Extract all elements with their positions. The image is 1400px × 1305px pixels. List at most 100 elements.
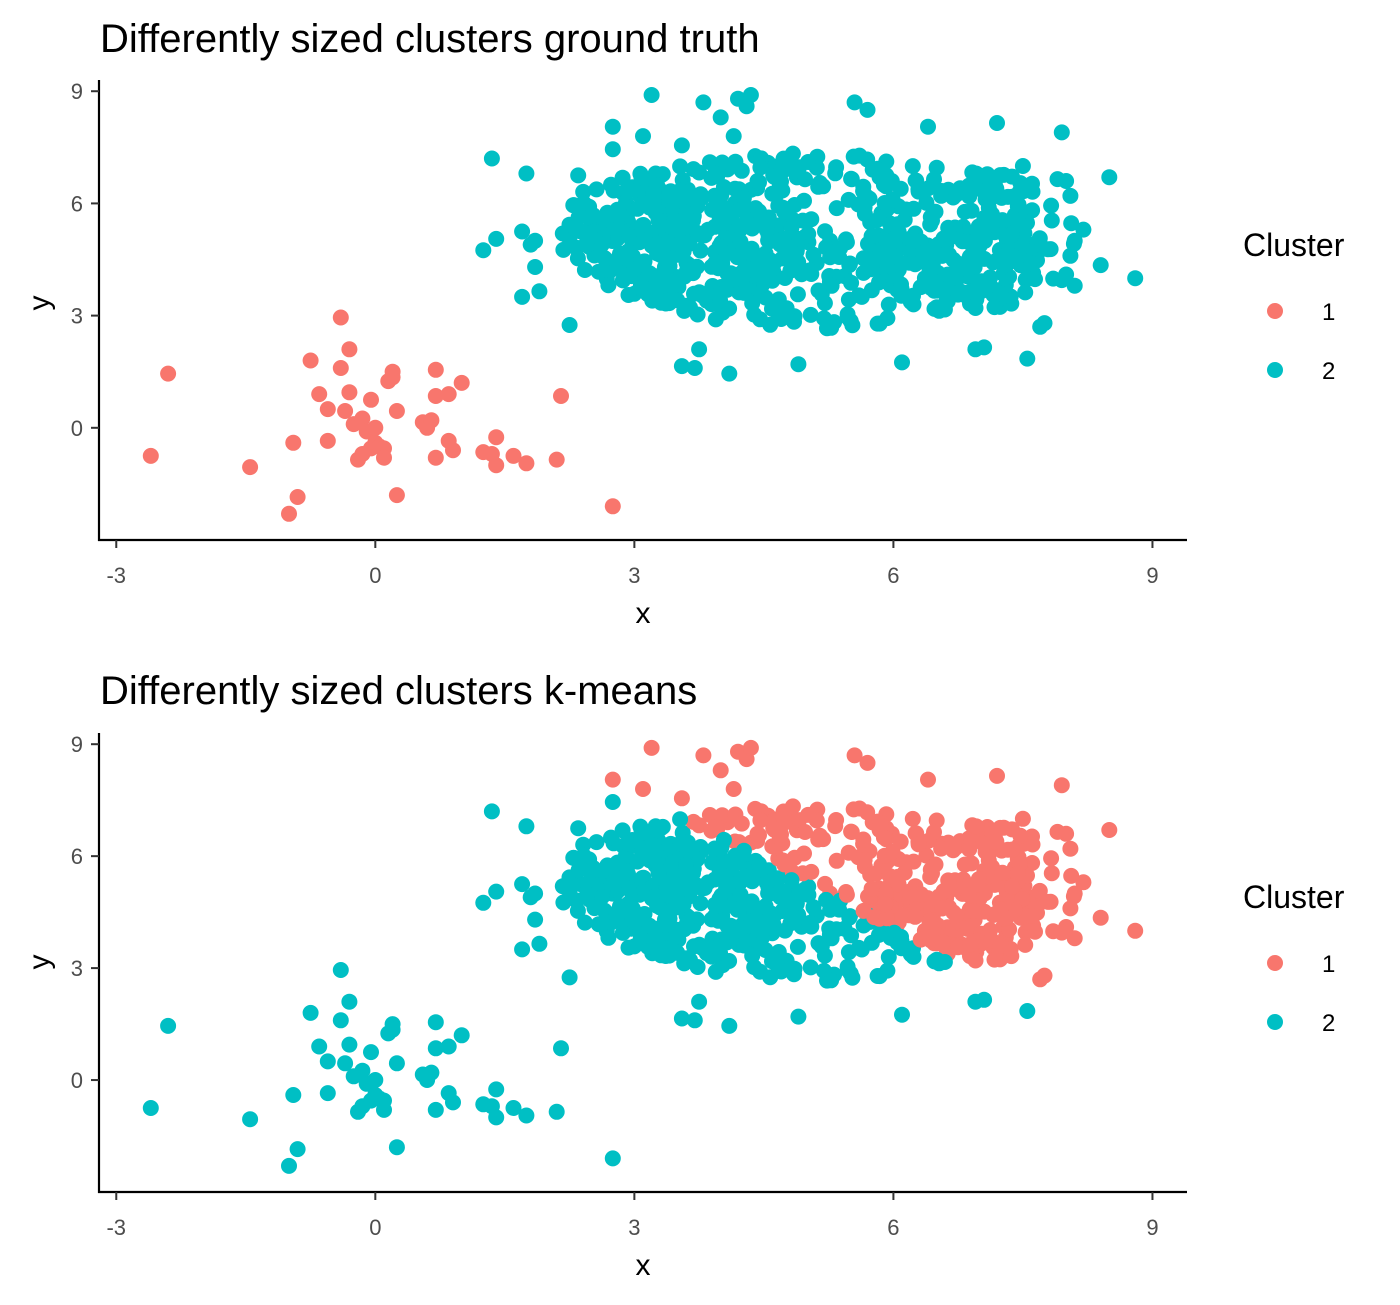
cluster-1-point <box>548 451 565 468</box>
cluster-1-point <box>851 800 868 817</box>
cluster-2-point <box>802 959 819 976</box>
cluster-1-point <box>817 875 833 892</box>
cluster-2-point <box>940 224 957 241</box>
chart-title: Differently sized clusters ground truth <box>100 17 760 61</box>
cluster-2-point <box>691 936 708 953</box>
cluster-1-point <box>1009 865 1026 882</box>
legend-label-2: 2 <box>1322 358 1335 385</box>
cluster-2-point <box>1023 255 1040 272</box>
cluster-2-point <box>712 109 729 126</box>
panel-kmeans: Differently sized clusters k-means -3 0 3 6… <box>23 669 1345 1282</box>
x-tick-label: 6 <box>887 563 899 588</box>
cluster-2-point <box>843 170 860 187</box>
cluster-2-point <box>160 1017 177 1034</box>
points-layer <box>142 87 1144 522</box>
cluster-2-point <box>555 894 572 911</box>
cluster-1-point <box>1053 777 1070 794</box>
cluster-1-point <box>341 384 358 401</box>
cluster-2-point <box>603 176 619 193</box>
cluster-2-point <box>576 914 593 931</box>
cluster-2-point <box>843 274 860 291</box>
cluster-2-point <box>689 306 706 323</box>
cluster-2-point <box>659 887 676 904</box>
cluster-1-point <box>948 907 965 924</box>
cluster-2-point <box>427 1101 444 1118</box>
cluster-1-point <box>691 817 708 834</box>
cluster-2-point <box>1066 277 1083 294</box>
cluster-2-point <box>614 169 631 186</box>
cluster-1-point <box>797 824 813 840</box>
cluster-2-point <box>531 935 548 952</box>
cluster-2-point <box>341 993 358 1010</box>
cluster-2-point <box>643 890 660 907</box>
cluster-2-point <box>691 993 708 1010</box>
cluster-1-point <box>987 833 1004 850</box>
cluster-2-point <box>1092 257 1109 274</box>
cluster-2-point <box>1014 158 1031 174</box>
cluster-2-point <box>948 254 965 271</box>
cluster-1-point <box>376 449 392 466</box>
cluster-2-point <box>760 232 777 249</box>
cluster-1-point <box>894 907 911 924</box>
cluster-1-point <box>1092 909 1109 926</box>
cluster-1-point <box>712 762 729 779</box>
cluster-2-point <box>575 195 592 211</box>
legend-title: Cluster <box>1243 227 1345 263</box>
cluster-1-point <box>1065 888 1082 905</box>
cluster-2-point <box>910 183 927 200</box>
cluster-2-point <box>1017 284 1034 301</box>
cluster-2-point <box>782 915 799 932</box>
cluster-2-point <box>710 286 727 303</box>
cluster-1-point <box>160 365 177 382</box>
cluster-2-point <box>1019 350 1036 367</box>
cluster-2-point <box>568 892 585 909</box>
cluster-1-point <box>733 815 750 832</box>
cluster-2-point <box>707 963 724 980</box>
cluster-2-point <box>907 256 924 273</box>
cluster-1-point <box>1024 855 1041 871</box>
cluster-2-point <box>721 1017 738 1034</box>
axes: -3 0 3 6 9 0 3 6 9 <box>71 79 1187 588</box>
legend: Cluster 1 2 <box>1243 879 1345 1037</box>
cluster-2-point <box>384 1021 401 1038</box>
cluster-1-point <box>341 341 358 358</box>
cluster-2-point <box>142 1100 159 1116</box>
cluster-1-point <box>776 856 793 873</box>
cluster-2-point <box>770 291 787 308</box>
cluster-2-point <box>354 1062 371 1079</box>
cluster-2-point <box>661 250 678 267</box>
cluster-1-point <box>440 386 457 403</box>
y-tick-label: 3 <box>71 304 83 329</box>
cluster-2-point <box>749 173 766 189</box>
cluster-1-point <box>1014 810 1031 827</box>
cluster-2-point <box>893 928 909 945</box>
cluster-2-point <box>801 262 818 279</box>
cluster-2-point <box>661 903 678 920</box>
cluster-2-point <box>838 234 855 251</box>
cluster-2-point <box>1101 169 1118 186</box>
cluster-1-point <box>907 908 924 925</box>
cluster-2-point <box>934 247 951 264</box>
cluster-2-point <box>823 277 840 294</box>
legend-key-2 <box>1267 1014 1283 1030</box>
cluster-2-point <box>1043 197 1060 214</box>
cluster-1-point <box>388 487 405 504</box>
cluster-1-point <box>921 913 938 930</box>
cluster-2-point <box>527 232 544 249</box>
cluster-2-point <box>853 288 870 305</box>
cluster-2-point <box>363 1044 379 1061</box>
cluster-2-point <box>527 911 544 928</box>
cluster-1-point <box>427 449 444 466</box>
cluster-2-point <box>710 938 727 955</box>
cluster-2-point <box>1127 270 1144 287</box>
legend-key-2 <box>1267 362 1283 378</box>
cluster-2-point <box>816 947 833 964</box>
cluster-1-point <box>803 863 820 880</box>
cluster-2-point <box>1012 175 1029 192</box>
legend-key-1 <box>1267 955 1283 971</box>
cluster-2-point <box>672 182 689 199</box>
cluster-2-point <box>488 883 505 900</box>
cluster-1-point <box>985 907 1002 923</box>
cluster-2-point <box>965 250 982 267</box>
cluster-2-point <box>846 94 863 111</box>
